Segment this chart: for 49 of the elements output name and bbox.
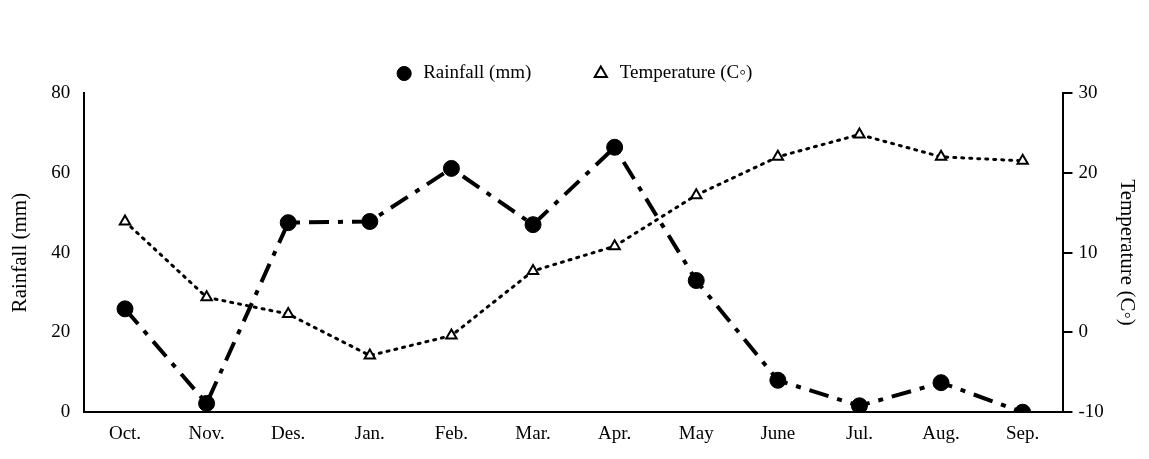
x-tick-label: Jul. xyxy=(845,421,873,443)
point xyxy=(200,290,213,302)
x-tick-label: Nov. xyxy=(188,421,225,443)
x-tick-label: May xyxy=(678,421,715,443)
point xyxy=(198,394,216,412)
point xyxy=(608,239,621,251)
x-tick-label: June xyxy=(760,421,796,443)
point xyxy=(116,300,134,318)
point xyxy=(524,216,542,234)
y-tick-label: 40 xyxy=(51,240,71,262)
point xyxy=(934,149,948,161)
point xyxy=(363,348,377,360)
y2-tick-label: 30 xyxy=(1078,80,1098,102)
point xyxy=(279,214,297,232)
point xyxy=(687,272,705,290)
x-tick-label: Feb. xyxy=(434,421,469,443)
point xyxy=(853,127,866,139)
point xyxy=(1016,153,1029,165)
x-tick-label: Des. xyxy=(271,421,306,443)
x-tick-label: Apr. xyxy=(598,421,632,443)
x-tick-label: Mar. xyxy=(515,421,551,443)
x-tick-label: Oct. xyxy=(108,421,142,443)
point xyxy=(850,397,868,413)
point xyxy=(526,263,540,275)
y-axis-title: Rainfall (mm) xyxy=(7,192,32,313)
point xyxy=(442,159,460,177)
x-tick-label: Sep. xyxy=(1006,421,1040,443)
point xyxy=(361,212,379,230)
point xyxy=(690,188,703,200)
y2-tick-label: -10 xyxy=(1078,400,1104,422)
point xyxy=(769,371,787,389)
y-tick-label: 20 xyxy=(51,320,71,342)
y-tick-label: 80 xyxy=(51,80,71,102)
point xyxy=(932,374,950,392)
y-tick-label: 60 xyxy=(51,160,71,182)
x-tick-label: Aug. xyxy=(922,421,960,443)
point xyxy=(606,138,624,156)
point xyxy=(445,328,458,340)
y2-axis-title: Temperature (C◦) xyxy=(1115,179,1140,326)
point xyxy=(282,307,295,319)
y2-tick-label: 10 xyxy=(1078,240,1098,262)
y-tick-label: 0 xyxy=(60,400,71,422)
y2-tick-label: 0 xyxy=(1078,320,1088,342)
legend-label: Temperature (C◦) xyxy=(619,61,753,84)
point xyxy=(118,214,132,226)
y2-tick-label: 20 xyxy=(1078,160,1098,182)
point xyxy=(771,149,785,161)
x-tick-label: Jan. xyxy=(354,421,385,443)
legend-label: Rainfall (mm) xyxy=(423,61,532,84)
